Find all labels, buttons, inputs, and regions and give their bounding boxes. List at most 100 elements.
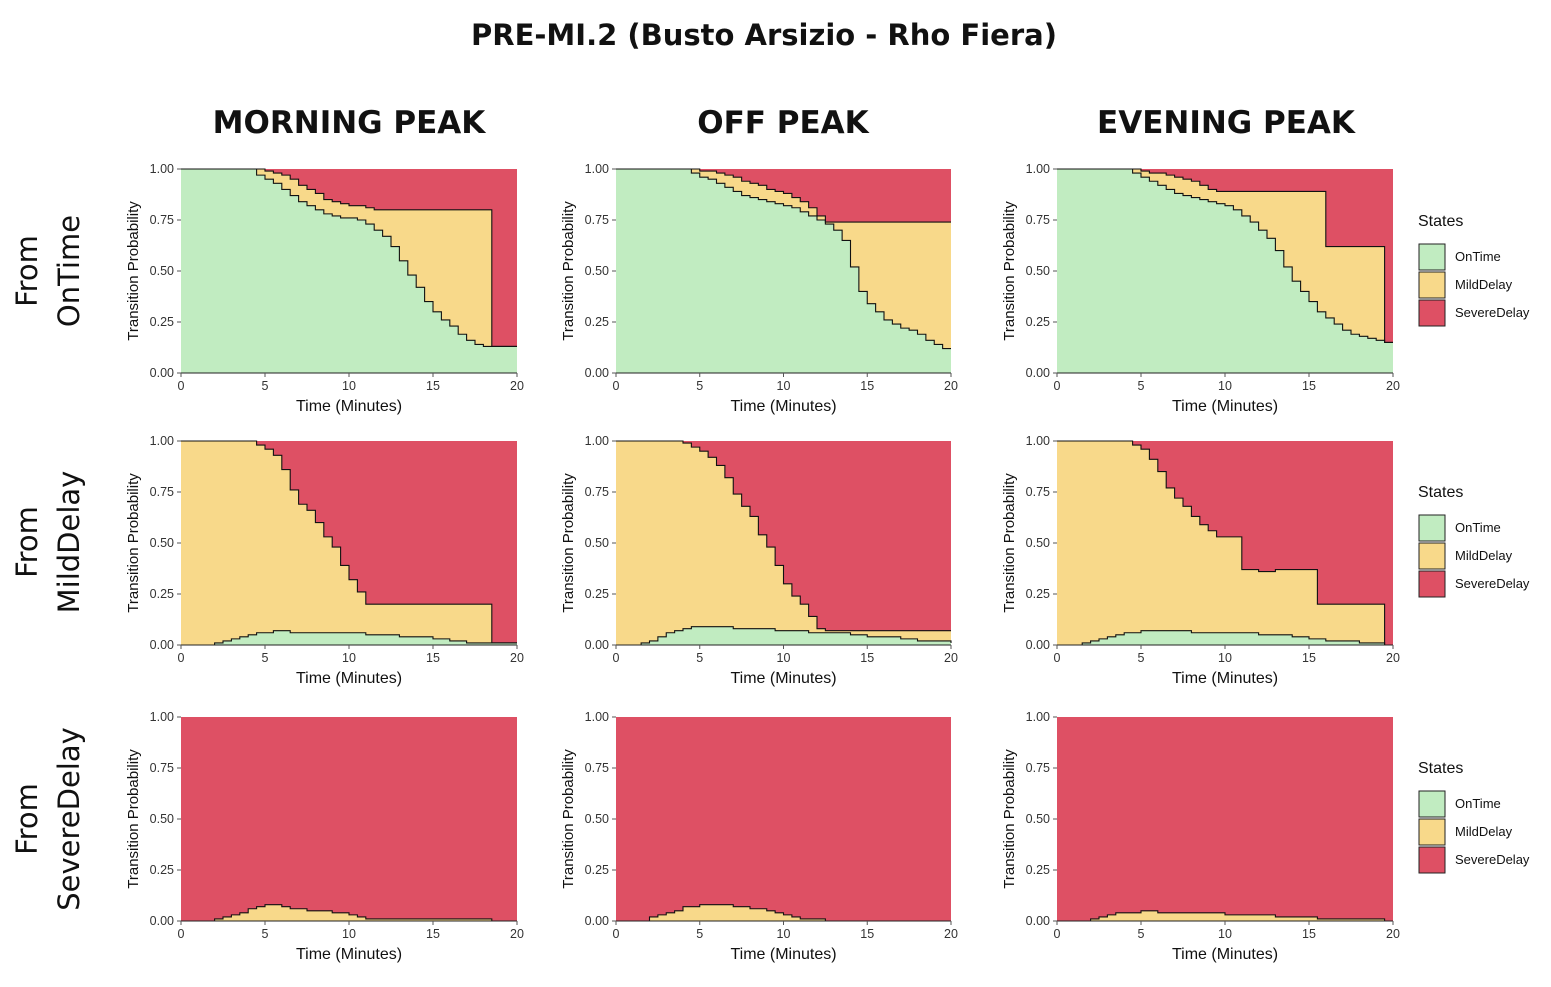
- panel-from-ontime-off-peak-ylabel-group: Transition Probability: [560, 201, 577, 341]
- panel-from-milddelay-morning-peak-xtick-label-0: 0: [178, 651, 185, 665]
- legend-group: States OnTime MildDelay SevereDelay States On…: [1418, 213, 1530, 874]
- panel-from-ontime-morning-peak-xtick-label-3: 15: [426, 379, 440, 393]
- panel-from-milddelay-off-peak-ylabel-group: Transition Probability: [560, 473, 577, 613]
- legend-row-2: States OnTime MildDelay SevereDelay: [1418, 484, 1530, 598]
- panel-from-severedelay-evening-peak-ytick-label-1: 0.25: [1026, 863, 1050, 877]
- panel-from-severedelay-morning-peak-xtick-label-0: 0: [178, 927, 185, 941]
- panel-from-severedelay-morning-peak-ytick-label-3: 0.75: [150, 761, 174, 775]
- panel-from-ontime-morning-peak-xtick-label-1: 5: [262, 379, 269, 393]
- column-title-morning-peak: MORNING PEAK: [213, 105, 487, 141]
- row-title-ontime-line1: From: [10, 235, 44, 307]
- panel-from-severedelay-evening-peak-xtick-label-2: 10: [1218, 927, 1232, 941]
- panel-from-ontime-evening-peak-ylabel-group: Transition Probability: [1001, 201, 1018, 341]
- legend-label-severedelay: SevereDelay: [1455, 305, 1530, 320]
- panel-from-milddelay-evening-peak-xtick-label-0: 0: [1054, 651, 1061, 665]
- legend-row-1: States OnTime MildDelay SevereDelay: [1418, 213, 1530, 327]
- panel-from-ontime-off-peak-ytick-label-1: 0.25: [585, 315, 609, 329]
- panel-from-severedelay-evening-peak-xlabel: Time (Minutes): [1172, 946, 1278, 963]
- panel-from-severedelay-morning-peak-band-severedelay: [181, 717, 517, 921]
- panel-from-ontime-off-peak-xtick-label-0: 0: [613, 379, 620, 393]
- panel-from-milddelay-off-peak-xlabel: Time (Minutes): [730, 670, 836, 687]
- panel-from-severedelay-off-peak-ytick-label-4: 1.00: [585, 710, 609, 724]
- legend-swatch-severedelay: [1418, 570, 1446, 598]
- panel-from-milddelay-off-peak-ytick-label-2: 0.50: [585, 536, 609, 550]
- panel-from-severedelay-evening-peak-ylabel-group: Transition Probability: [1001, 749, 1018, 889]
- panel-from-severedelay-evening-peak-xtick-label-4: 20: [1386, 927, 1400, 941]
- panel-from-ontime-evening-peak-xtick-label-2: 10: [1218, 379, 1232, 393]
- panel-from-milddelay-evening-peak-xtick-label-3: 15: [1302, 651, 1316, 665]
- panel-grid: 0.00 0.25 0.50 0.75 1.00 0 5 10 15 20 Time (Minute…: [125, 162, 1400, 963]
- legend-swatch-ontime: [1418, 243, 1446, 271]
- legend-swatch-milddelay: [1418, 542, 1446, 570]
- legend-row-3: States OnTime MildDelay SevereDelay: [1418, 760, 1530, 874]
- panel-from-ontime-morning-peak-boundary-ontime-milddelay: [181, 168, 517, 348]
- row-title-milddelay-line1: From: [10, 506, 44, 578]
- panel-from-severedelay-evening-peak-band-severedelay: [1057, 717, 1393, 921]
- panel-from-severedelay-morning-peak-ytick-label-2: 0.50: [150, 812, 174, 826]
- panel-from-severedelay-morning-peak-xtick-label-4: 20: [510, 927, 524, 941]
- panel-from-ontime-evening-peak-ytick-label-0: 0.00: [1026, 366, 1050, 380]
- panel-from-milddelay-off-peak-band-milddelay: [616, 441, 951, 645]
- panel-from-milddelay-off-peak-ytick-label-3: 0.75: [585, 485, 609, 499]
- legend-swatch-severedelay: [1418, 299, 1446, 327]
- panel-from-ontime-off-peak-xtick-label-3: 15: [860, 379, 874, 393]
- panel-from-ontime-evening-peak-ylabel: Transition Probability: [1001, 201, 1018, 341]
- panel-from-severedelay-morning-peak-boundary-milddelay-severedelay: [181, 904, 517, 922]
- panel-from-ontime-evening-peak-band-ontime: [1057, 169, 1393, 373]
- panel-from-ontime-evening-peak-xtick-label-4: 20: [1386, 379, 1400, 393]
- panel-from-ontime-morning-peak-band-ontime: [181, 169, 517, 373]
- panel-from-ontime-morning-peak-ytick-label-0: 0.00: [150, 366, 174, 380]
- panel-from-milddelay-morning-peak-boundary-ontime-milddelay: [181, 630, 517, 646]
- panel-from-severedelay-morning-peak-xtick-label-1: 5: [262, 927, 269, 941]
- panel-from-severedelay-morning-peak-ytick-label-4: 1.00: [150, 710, 174, 724]
- panel-from-milddelay-morning-peak-band-ontime: [181, 630, 517, 645]
- legend-swatch-ontime: [1418, 514, 1446, 542]
- panel-from-severedelay-off-peak-xtick-label-4: 20: [944, 927, 958, 941]
- panel-from-milddelay-evening-peak-boundary-milddelay-severedelay: [1057, 440, 1393, 646]
- panel-from-severedelay-evening-peak-ytick-label-0: 0.00: [1026, 914, 1050, 928]
- legend-title: States: [1418, 213, 1463, 230]
- panel-from-severedelay-evening-peak: 0.00 0.25 0.50 0.75 1.00 0 5 10 15 20 Time (Minute…: [1001, 710, 1400, 963]
- panel-from-milddelay-off-peak-ytick-label-4: 1.00: [585, 434, 609, 448]
- legend-label-ontime: OnTime: [1455, 796, 1501, 811]
- panel-from-milddelay-off-peak: 0.00 0.25 0.50 0.75 1.00 0 5 10 15 20 Time (Minute…: [560, 434, 958, 687]
- panel-from-ontime-morning-peak-ytick-label-1: 0.25: [150, 315, 174, 329]
- panel-from-ontime-morning-peak-ylabel-group: Transition Probability: [125, 201, 142, 341]
- panel-from-ontime-off-peak-ytick-label-0: 0.00: [585, 366, 609, 380]
- panel-from-ontime-evening-peak: 0.00 0.25 0.50 0.75 1.00 0 5 10 15 20 Time (Minute…: [1001, 162, 1400, 415]
- panel-from-milddelay-off-peak-xtick-label-0: 0: [613, 651, 620, 665]
- panel-from-severedelay-morning-peak-band-milddelay: [181, 904, 517, 921]
- panel-from-severedelay-off-peak-band-severedelay: [616, 717, 951, 921]
- panel-from-milddelay-off-peak-xtick-label-1: 5: [696, 651, 703, 665]
- panel-from-ontime-evening-peak-ytick-label-2: 0.50: [1026, 264, 1050, 278]
- panel-from-milddelay-morning-peak: 0.00 0.25 0.50 0.75 1.00 0 5 10 15 20 Time (Minute…: [125, 434, 524, 687]
- legend-label-milddelay: MildDelay: [1455, 277, 1513, 292]
- legend-label-milddelay: MildDelay: [1455, 824, 1513, 839]
- legend-swatch-milddelay: [1418, 271, 1446, 299]
- row-title-ontime-line2: OnTime: [52, 215, 86, 327]
- panel-from-severedelay-off-peak-ytick-label-0: 0.00: [585, 914, 609, 928]
- panel-from-milddelay-morning-peak-ytick-label-2: 0.50: [150, 536, 174, 550]
- panel-from-ontime-off-peak-ytick-label-4: 1.00: [585, 162, 609, 176]
- panel-from-ontime-morning-peak-xtick-label-0: 0: [178, 379, 185, 393]
- panel-from-milddelay-evening-peak-xtick-label-4: 20: [1386, 651, 1400, 665]
- legend-label-severedelay: SevereDelay: [1455, 576, 1530, 591]
- panel-from-severedelay-morning-peak-xtick-label-2: 10: [342, 927, 356, 941]
- panel-from-severedelay-off-peak-ytick-label-1: 0.25: [585, 863, 609, 877]
- panel-from-ontime-off-peak: 0.00 0.25 0.50 0.75 1.00 0 5 10 15 20 Time (Minute…: [560, 162, 958, 415]
- row-title-severedelay-line1: From: [10, 783, 44, 855]
- panel-from-severedelay-off-peak-boundary-milddelay-severedelay: [616, 904, 951, 922]
- panel-from-milddelay-off-peak-band-ontime: [616, 626, 951, 645]
- panel-from-milddelay-off-peak-xtick-label-3: 15: [860, 651, 874, 665]
- panel-from-milddelay-morning-peak-band-milddelay: [181, 441, 517, 645]
- panel-from-ontime-evening-peak-xtick-label-0: 0: [1054, 379, 1061, 393]
- panel-from-milddelay-morning-peak-xlabel: Time (Minutes): [296, 670, 402, 687]
- panel-from-ontime-off-peak-xtick-label-4: 20: [944, 379, 958, 393]
- panel-from-milddelay-evening-peak-ylabel: Transition Probability: [1001, 473, 1018, 613]
- panel-from-ontime-morning-peak-xtick-label-2: 10: [342, 379, 356, 393]
- panel-from-severedelay-off-peak-xtick-label-3: 15: [860, 927, 874, 941]
- panel-from-milddelay-evening-peak-xtick-label-2: 10: [1218, 651, 1232, 665]
- panel-from-severedelay-morning-peak: 0.00 0.25 0.50 0.75 1.00 0 5 10 15 20 Time (Minute…: [125, 710, 524, 963]
- legend-title: States: [1418, 484, 1463, 501]
